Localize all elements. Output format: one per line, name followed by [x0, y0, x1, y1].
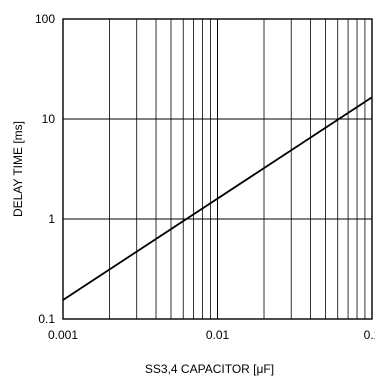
x-axis-title: SS3,4 CAPACITOR [μF] [145, 362, 274, 376]
y-axis-title: DELAY TIME [ms] [11, 121, 25, 217]
plot-frame [62, 18, 373, 320]
y-tick-label: 10 [42, 112, 56, 126]
grid-lines [63, 19, 372, 319]
series-line-1 [62, 96, 373, 301]
y-tick-label: 0.1 [38, 312, 55, 326]
y-tick-label: 100 [35, 12, 55, 26]
y-tick-labels: 0.1 1 10 100 [35, 12, 55, 326]
y-tick-label: 1 [48, 212, 55, 226]
x-tick-label: 0.1 [364, 328, 375, 342]
x-tick-label: 0.001 [48, 328, 78, 342]
x-tick-labels: 0.001 0.01 0.1 [48, 328, 375, 342]
x-tick-label: 0.01 [206, 328, 230, 342]
series-layer [62, 96, 373, 301]
